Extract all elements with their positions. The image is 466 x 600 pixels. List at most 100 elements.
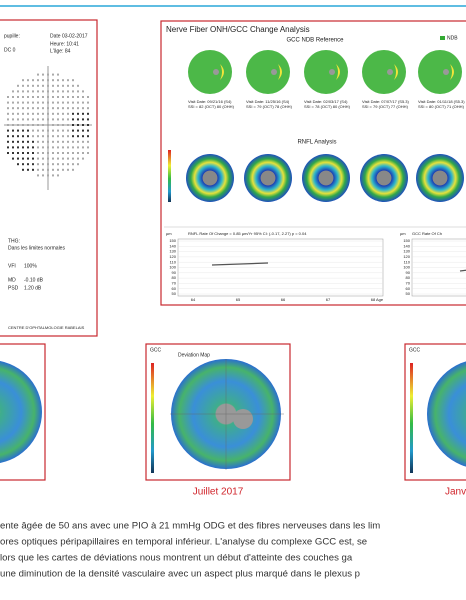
vf-dot xyxy=(67,163,69,166)
gcc-defect xyxy=(450,64,454,80)
vf-dot xyxy=(72,118,74,121)
rnfl-maps xyxy=(186,154,464,202)
vf-header: Date 03-02-2017 xyxy=(50,33,88,39)
vf-index: 1.20 dB xyxy=(24,285,42,291)
vf-dot xyxy=(57,152,59,154)
vf-dot xyxy=(17,84,19,87)
y-label: 120 xyxy=(403,254,410,259)
vf-dot xyxy=(22,135,24,138)
vf-dot xyxy=(47,112,49,115)
vf-dot xyxy=(77,107,79,110)
y-label: 80 xyxy=(406,275,411,280)
visual-field-plot xyxy=(4,66,92,190)
visit-ssi: SSI = 80 (OCT) 71 (OHH) xyxy=(418,104,465,109)
vf-dot xyxy=(22,118,24,121)
visit-date: Visit Date: 09/21/16 (S4) xyxy=(188,99,232,104)
vf-ght-result: Dans les limites normales xyxy=(8,245,65,251)
deviation-map xyxy=(427,361,466,467)
vf-dot xyxy=(17,124,19,126)
graph-unit: µm xyxy=(166,231,172,236)
y-label: 100 xyxy=(403,265,410,270)
vf-dot xyxy=(62,96,64,98)
vf-dot xyxy=(22,129,24,132)
vf-dot xyxy=(42,146,44,149)
vf-dot xyxy=(62,101,64,104)
vf-dot xyxy=(82,146,84,149)
vf-dot xyxy=(87,146,89,149)
vf-dot xyxy=(27,118,29,121)
vf-dot xyxy=(22,79,24,82)
vf-index: MD xyxy=(8,277,16,283)
vf-dot xyxy=(12,101,14,104)
vf-dot xyxy=(37,84,39,87)
vf-dot xyxy=(67,140,69,143)
vf-dot xyxy=(42,157,44,160)
vf-dot xyxy=(67,90,69,93)
visit-ssi: SSI = 82 (OCT) 80 (OHH) xyxy=(188,104,235,109)
vf-dot xyxy=(67,129,69,132)
vf-dot xyxy=(77,157,79,160)
vf-dot xyxy=(17,107,19,110)
y-label: 80 xyxy=(172,275,177,280)
vf-dot xyxy=(47,174,49,177)
vf-dot xyxy=(47,146,49,149)
vf-dot xyxy=(62,146,64,149)
gcc-map xyxy=(188,50,232,94)
vf-dot xyxy=(77,124,79,126)
vf-dot xyxy=(72,90,74,93)
rnfl-scale xyxy=(168,150,171,202)
vf-dot xyxy=(12,118,14,121)
optic-disc xyxy=(213,69,219,75)
vf-dot xyxy=(72,84,74,87)
vf-dot xyxy=(67,146,69,149)
vf-dot xyxy=(12,129,14,132)
vf-dot xyxy=(32,96,34,98)
vf-dot xyxy=(12,107,14,110)
vf-dot xyxy=(47,129,49,132)
vf-dot xyxy=(82,96,84,98)
vf-dot xyxy=(27,152,29,154)
vf-dot xyxy=(37,90,39,93)
vf-dot xyxy=(47,124,49,126)
vf-dot xyxy=(17,101,19,104)
rnfl-map xyxy=(360,154,408,202)
vf-dot xyxy=(72,107,74,110)
vf-dot xyxy=(7,140,9,143)
gcc-unit: µm xyxy=(400,231,406,236)
vf-dot xyxy=(67,107,69,110)
vf-dot xyxy=(27,140,29,143)
vf-dot xyxy=(17,163,19,166)
gcc-defect xyxy=(220,64,224,80)
vf-dot xyxy=(62,90,64,93)
optic-disc xyxy=(443,69,449,75)
ca-title: Nerve Fiber ONH/GCC Change Analysis xyxy=(166,25,310,34)
vf-dot xyxy=(47,157,49,160)
vf-dot xyxy=(32,112,34,115)
vf-dot xyxy=(12,152,14,154)
vf-dot xyxy=(62,107,64,110)
vf-dot xyxy=(27,157,29,160)
trend-line xyxy=(459,269,466,272)
vf-dot xyxy=(32,118,34,121)
vf-index: 100% xyxy=(24,263,37,269)
vf-dot xyxy=(17,118,19,121)
x-label: 64 xyxy=(191,297,196,302)
vf-dot xyxy=(52,112,54,115)
y-label: 120 xyxy=(169,254,176,259)
vf-dot xyxy=(77,112,79,115)
vf-dot xyxy=(22,84,24,87)
vf-dot xyxy=(62,140,64,143)
vf-dot xyxy=(47,107,49,110)
gcc-maps: Visit Date: 09/21/16 (S4)SSI = 82 (OCT) … xyxy=(188,50,465,109)
vf-dot xyxy=(7,146,9,149)
optic-disc xyxy=(387,69,393,75)
vf-dot xyxy=(52,152,54,154)
vf-dot xyxy=(87,152,89,154)
vf-dot xyxy=(27,84,29,87)
vf-dot xyxy=(47,135,49,138)
body-text: ente âgée de 50 ans avec une PIO à 21 mm… xyxy=(0,521,380,532)
vf-dot xyxy=(72,79,74,82)
vf-dot xyxy=(42,107,44,110)
vf-dot xyxy=(52,129,54,132)
vf-index: PSD xyxy=(8,285,19,291)
